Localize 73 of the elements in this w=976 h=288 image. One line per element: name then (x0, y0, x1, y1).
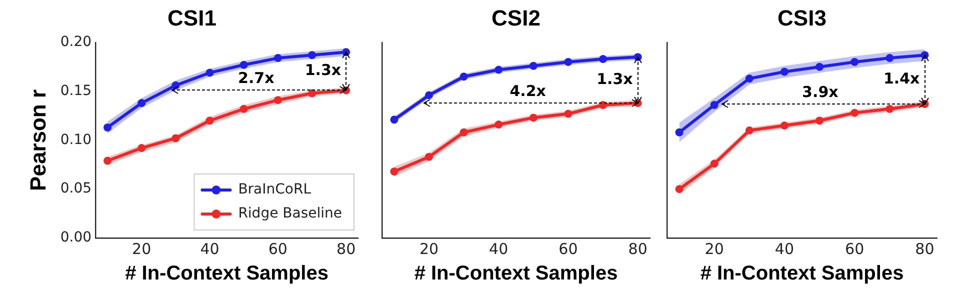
x-tick-label: 60 (845, 240, 864, 258)
x-tick-label: 80 (628, 240, 648, 258)
point (308, 89, 316, 98)
point (274, 96, 282, 104)
annotation: 1.3x (304, 61, 342, 80)
point (816, 116, 824, 125)
point (494, 120, 503, 129)
point (424, 91, 433, 100)
point (850, 108, 859, 117)
x-tick-label: 20 (704, 240, 724, 258)
y-tick-label: 0.05 (60, 180, 92, 197)
point (424, 152, 433, 161)
point (599, 100, 608, 109)
y-tick-label: 0.20 (60, 34, 92, 50)
y-tick-label: 0.10 (60, 132, 92, 148)
chart-title: CSI2 (492, 5, 540, 30)
point (850, 58, 859, 66)
legend-label: BraInCoRL (238, 182, 312, 198)
annotation: 4.2x (510, 82, 546, 100)
point (745, 126, 754, 134)
point (564, 58, 572, 66)
point (780, 122, 788, 130)
annotation: 1.3x (596, 70, 634, 88)
annotation: 1.4x (883, 69, 920, 88)
point (274, 54, 282, 62)
x-axis-title: # In-Context Samples (414, 262, 618, 285)
x-tick-label: 40 (200, 240, 220, 258)
point (816, 62, 824, 71)
point (460, 72, 468, 81)
point (675, 185, 684, 194)
point (138, 99, 146, 108)
point (710, 160, 718, 168)
point (886, 104, 894, 113)
x-tick-label: 60 (558, 240, 578, 258)
x-tick-label: 80 (336, 240, 356, 258)
point (104, 123, 112, 132)
point (460, 128, 468, 136)
chart-title: CSI1 (168, 5, 216, 30)
point (240, 104, 248, 113)
x-tick-label: 20 (132, 240, 152, 258)
annotation: 3.9x (802, 82, 839, 101)
point (745, 74, 754, 83)
annotation: 2.7x (238, 69, 275, 88)
point (710, 100, 718, 109)
point (206, 116, 214, 125)
y-axis-title: Pearson r (25, 89, 50, 191)
x-tick-label: 60 (268, 240, 288, 258)
x-axis-title: # In-Context Samples (700, 262, 904, 285)
point (494, 66, 503, 74)
point (240, 60, 248, 69)
point (529, 114, 538, 122)
point (172, 134, 180, 142)
x-axis-title: # In-Context Samples (125, 262, 328, 285)
point (886, 54, 894, 62)
y-tick-label: 0.00 (60, 230, 92, 246)
legend-label: Ridge Baseline (238, 206, 342, 222)
point (599, 55, 608, 64)
point (206, 68, 214, 77)
point (138, 144, 146, 152)
x-tick-label: 40 (489, 240, 508, 258)
chart-title: CSI3 (778, 5, 826, 30)
point (104, 156, 112, 165)
x-tick-label: 80 (915, 240, 934, 258)
x-tick-label: 20 (419, 240, 439, 258)
point (529, 62, 538, 70)
point (564, 110, 572, 118)
point (308, 51, 316, 60)
x-tick-label: 40 (774, 240, 794, 258)
point (780, 68, 788, 76)
point (390, 167, 398, 176)
point (390, 116, 398, 124)
point (675, 128, 684, 136)
y-tick-label: 0.15 (60, 82, 92, 99)
